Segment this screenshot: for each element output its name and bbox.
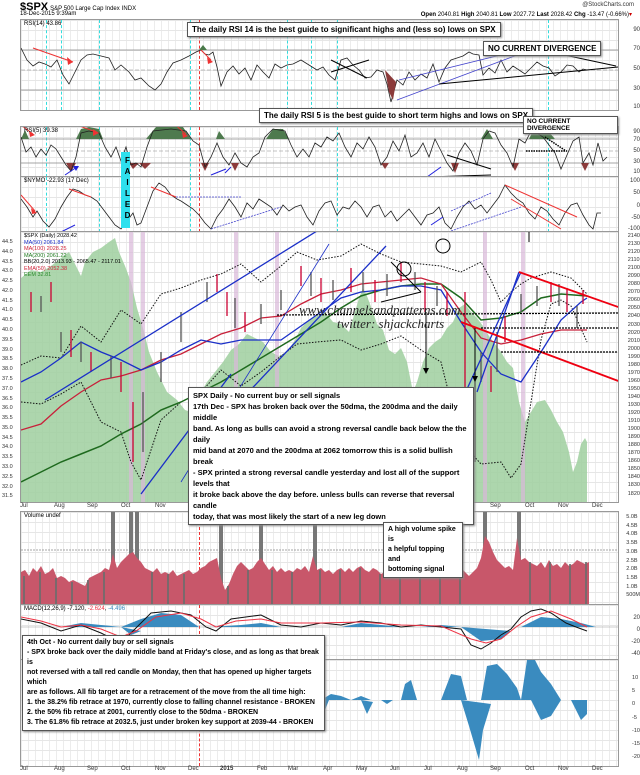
legend-ma200: MA(200) 2061.22	[24, 252, 67, 259]
note-line: it broke back above the day before. unle…	[193, 490, 455, 510]
price-legend: $SPX (Daily) 2028.42 MA(50) 2061.84 MA(1…	[24, 233, 121, 279]
last-label: Last	[536, 12, 549, 18]
spx-daily-note: SPX Daily - No current buy or sell signa…	[188, 387, 474, 525]
rsi5-line	[21, 127, 618, 177]
nymo-label: $NYMO -22.93 (17 Dec)	[24, 178, 89, 184]
chart-header: $SPX S&P 500 Large Cap Index INDX 18-Dec-2…	[0, 0, 640, 19]
note-line: today, that was most likely the start of…	[193, 512, 386, 521]
rsi5-axis-90: 90	[633, 129, 640, 135]
rsi14-axis-30: 30	[633, 86, 640, 92]
rsi5-axis-70: 70	[633, 137, 640, 143]
histogram-axis: 10 5 0 -5 -10 -15 -20	[632, 675, 640, 761]
open-value: 2040.81	[437, 12, 460, 18]
macd-label: MACD(12,26,9) -7.120, -2.624, -4.496	[24, 606, 126, 612]
symbol: $SPX	[20, 1, 49, 13]
chg-value: -13.47 (-0.66%)	[587, 12, 629, 18]
nymo-axis-0: 0	[636, 203, 640, 209]
legend-ma100: MA(100) 2028.25	[24, 246, 67, 252]
macd-panel: MACD(12,26,9) -7.120, -2.624, -4.496 20 …	[20, 604, 640, 661]
volume-axis: 5.0B 4.5B 4.0B 3.5B 3.0B 2.5B 2.0B 1.5B 1.0B 500M	[626, 514, 640, 599]
rsi14-line	[21, 45, 618, 103]
quote-bar: Open 2040.81 High 2040.81 Low 2027.72 La…	[421, 11, 632, 18]
rsi5-label: RSI(5) 39.38	[24, 128, 59, 134]
down-arrow-icon: ▾	[628, 12, 632, 18]
macd-axis-m40: -40	[631, 651, 640, 657]
legend-eem: EEM 32.81	[24, 272, 52, 278]
rsi14-panel: RSI(14) 43.86 The daily RSI 14 is the be…	[20, 19, 640, 111]
price-panel: $SPX (Daily) 2028.42 MA(50) 2061.84 MA(1…	[2, 231, 640, 525]
volume-spike-note: A high volume spike is a helpful topping…	[383, 522, 463, 578]
high-value: 2040.81	[476, 12, 498, 18]
rsi5-annotation: The daily RSI 5 is the best guide to sho…	[259, 108, 534, 123]
legend-ma50: MA(50) 2061.84	[24, 239, 64, 246]
volume-bars	[21, 512, 618, 605]
macd-axis-0: 0	[636, 627, 640, 633]
fib-targets-note: 4th Oct - No current daily buy or sell s…	[22, 635, 325, 731]
rsi14-divergence-note: NO CURRENT DIVERGENCE	[483, 41, 602, 56]
rsi14-axis-10: 10	[633, 104, 640, 110]
note-line: - SPX printed a strong reversal candle y…	[193, 468, 460, 488]
low-value: 2027.72	[513, 12, 535, 18]
legend-spx: $SPX (Daily) 2028.42	[24, 233, 77, 239]
rsi14-axis-90: 90	[633, 27, 640, 33]
low-label: Low	[499, 12, 512, 18]
chg-label: Chg	[573, 12, 586, 18]
x-axis-bottom: Jul Aug Sep Oct Nov Dec 2015 Feb Mar Apr May Jun Jul…	[20, 766, 603, 772]
rsi5-axis-30: 30	[633, 159, 640, 165]
brand-watermark: @StockCharts.com	[582, 2, 634, 8]
rsi5-divergence-note: NO CURRENT DIVERGENCE	[523, 116, 618, 134]
note-line: 17th Dec - SPX has broken back over the …	[193, 402, 458, 422]
rsi5-axis-10: 10	[633, 169, 640, 175]
rsi5-axis-50: 50	[633, 148, 640, 154]
watermark-twitter: twitter: shjackcharts	[337, 316, 445, 331]
chart-datetime: 18-Dec-2015 9:39am	[20, 11, 77, 17]
price-right-axis: 2140 2130 2120 2110 2100 2090 2080 2070 2060 2050…	[627, 233, 640, 497]
rsi14-annotation: The daily RSI 14 is the best guide to si…	[187, 22, 501, 37]
rsi14-axis-70: 70	[633, 46, 640, 52]
last-value: 2028.42	[550, 12, 573, 18]
macd-axis-20: 20	[633, 615, 640, 621]
open-label: Open	[420, 12, 437, 18]
macd-axis-m20: -20	[631, 639, 640, 645]
note-line: band. As long as bulls can avoid a stron…	[193, 424, 467, 444]
rsi5-panel: RSI(5) 39.38 The daily RSI 5 is the best…	[20, 108, 640, 178]
exchange: INDX	[121, 6, 137, 12]
failed-signal-badge: FAILED	[121, 152, 132, 228]
macd-lines	[21, 608, 618, 650]
rsi14-axis-50: 50	[633, 66, 640, 72]
legend-ema50: EMA(50) 2052.38	[24, 265, 68, 272]
high-label: High	[461, 12, 475, 18]
symbol-name: S&P 500 Large Cap Index	[50, 6, 120, 12]
symbol-title: $SPX S&P 500 Large Cap Index INDX	[20, 1, 136, 13]
nymo-axis-100: 100	[629, 178, 640, 184]
nymo-line	[21, 182, 601, 232]
watermark-url: www.channelsandpatterns.com	[299, 302, 461, 317]
legend-bb: BB(20,2.0) 2013.93 - 2065.47 - 2117.01	[24, 259, 121, 265]
failed-label: FAILED	[123, 156, 132, 222]
price-left-axis: 44.5 44.0 43.5 43.0 42.5 42.0 41.5 41.0 40.5 40.0…	[2, 239, 13, 500]
rsi14-label: RSI(14) 43.86	[24, 21, 62, 27]
note-line: mid band at 2070 and the 200dma at 2062 …	[193, 446, 453, 466]
note-title: SPX Daily - No current buy or sell signa…	[193, 391, 341, 400]
volume-label: Volume undef	[24, 513, 61, 519]
macd-histogram	[21, 660, 587, 760]
volume-panel: Volume undef A high volume spike is a he…	[20, 511, 640, 606]
nymo-panel: $NYMO -22.93 (17 Dec) 100 50 0 -50 -100	[20, 176, 640, 233]
nymo-axis-50: 50	[633, 190, 640, 196]
nymo-axis-m50: -50	[631, 215, 640, 221]
nymo-axis-m100: -100	[627, 226, 640, 232]
histogram-panel: 4th Oct - No current daily buy or sell s…	[20, 635, 640, 767]
